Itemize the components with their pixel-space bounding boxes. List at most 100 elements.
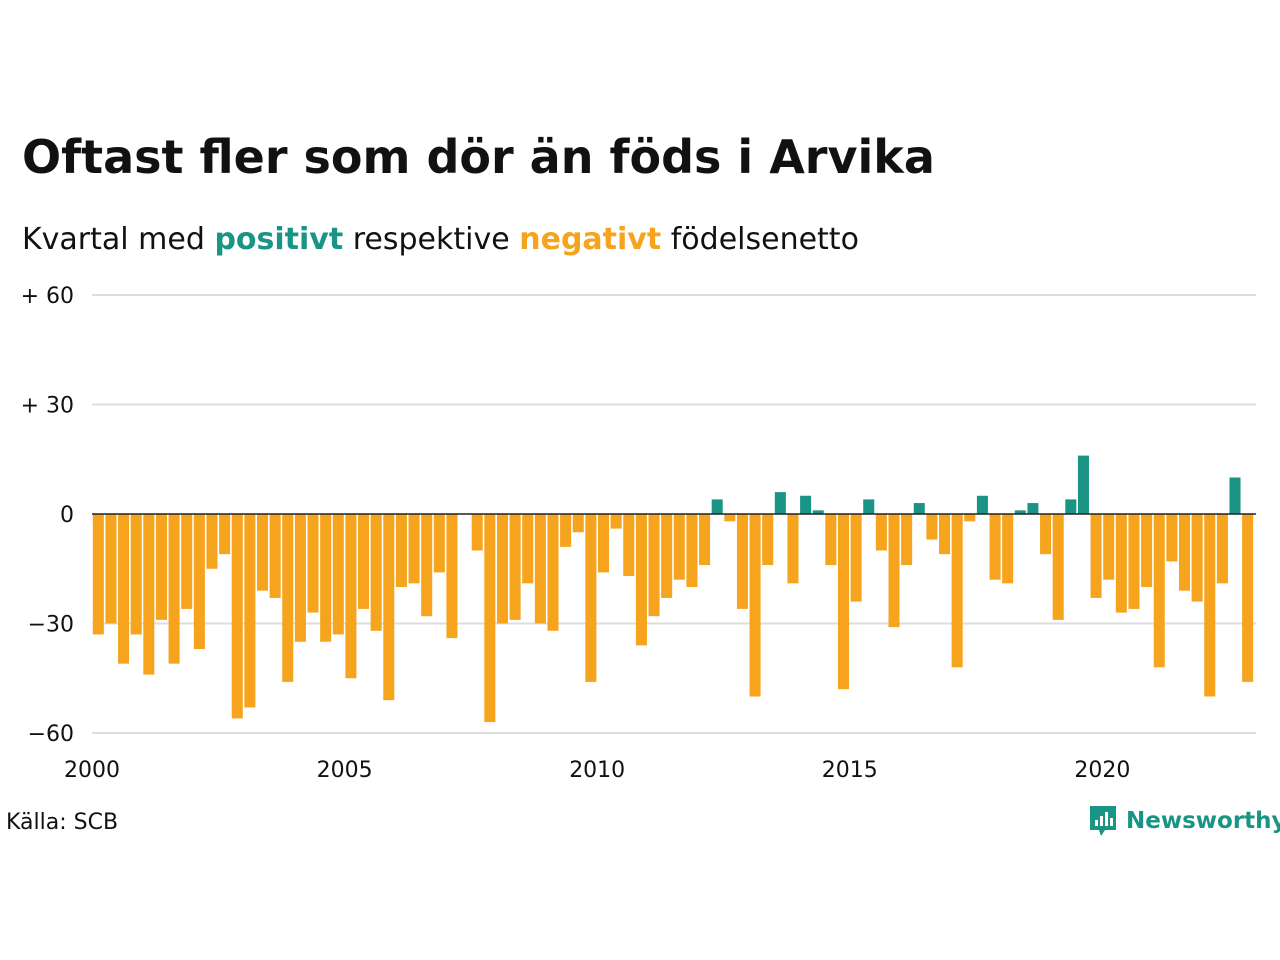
y-tick-label: + 30: [21, 394, 74, 419]
bar: [1128, 514, 1140, 609]
bar: [598, 514, 610, 573]
bar: [1065, 499, 1077, 514]
bar: [913, 503, 925, 514]
bar: [155, 514, 167, 620]
bar: [635, 514, 647, 646]
bar: [269, 514, 281, 598]
bar: [623, 514, 635, 577]
bar: [168, 514, 180, 664]
bar: [875, 514, 887, 551]
bar-layer: [92, 455, 1254, 723]
bar: [395, 514, 407, 587]
bar: [610, 514, 622, 529]
bar: [496, 514, 508, 624]
bar: [1014, 510, 1026, 514]
bar: [939, 514, 951, 555]
source-note: Källa: SCB: [6, 810, 119, 835]
bar: [1216, 514, 1228, 584]
x-tick-label: 2015: [822, 758, 878, 783]
y-tick-label: 0: [60, 503, 74, 528]
bar: [901, 514, 913, 566]
bar: [1052, 514, 1064, 620]
x-tick-label: 2020: [1074, 758, 1130, 783]
bar: [408, 514, 420, 584]
y-tick-label: + 60: [21, 284, 74, 309]
bar: [484, 514, 496, 723]
bar: [143, 514, 155, 675]
bar: [736, 514, 748, 609]
bar: [762, 514, 774, 566]
subtitle-suffix: födelsenetto: [670, 222, 859, 257]
bar: [749, 514, 761, 697]
bar: [118, 514, 130, 664]
bar: [509, 514, 521, 620]
bar: [1103, 514, 1115, 580]
bar: [307, 514, 319, 613]
bar: [320, 514, 332, 642]
bar: [585, 514, 597, 682]
bar: [926, 514, 938, 540]
bar: [358, 514, 370, 609]
bar: [1027, 503, 1039, 514]
bar: [534, 514, 546, 624]
y-tick-label: −30: [28, 613, 74, 638]
chart-subtitle: Kvartal med positivt respektive negativt…: [22, 222, 859, 257]
bar: [219, 514, 231, 555]
bar: [800, 495, 812, 514]
x-tick-label: 2010: [569, 758, 625, 783]
bar: [964, 514, 976, 522]
bar: [863, 499, 875, 514]
bar: [370, 514, 382, 631]
bar: [294, 514, 306, 642]
bar: [1242, 514, 1254, 682]
bar: [673, 514, 685, 580]
bar: [686, 514, 698, 587]
bar: [888, 514, 900, 628]
bar: [1204, 514, 1216, 697]
bar: [661, 514, 673, 598]
axis-layer: + 60 + 30 0 −30 −60 2000 2005 2010 2015 2020: [21, 284, 1256, 783]
chart-title: Oftast fler som dör än föds i Arvika: [22, 130, 935, 184]
bar: [724, 514, 736, 522]
bar: [1178, 514, 1191, 591]
bar: [1141, 514, 1153, 587]
bar: [1191, 514, 1203, 602]
bar: [1166, 514, 1178, 562]
subtitle-middle: respektive: [352, 222, 510, 257]
bar: [1229, 477, 1241, 514]
bar: [711, 499, 723, 514]
bar: [648, 514, 660, 617]
bar: [1040, 514, 1052, 555]
bar: [256, 514, 269, 591]
bar: [572, 514, 584, 533]
brand-name: Newsworthy: [1126, 808, 1280, 834]
bar: [850, 514, 862, 602]
bar: [1077, 455, 1089, 514]
bar: [206, 514, 218, 569]
bar: [421, 514, 433, 617]
newsworthy-logo-icon: [1090, 806, 1116, 836]
bar: [130, 514, 142, 635]
bar: [92, 514, 104, 635]
bar: [105, 514, 117, 624]
bar: [244, 514, 256, 708]
brand-logo: Newsworthy: [1088, 804, 1280, 838]
bar: [825, 514, 837, 566]
bar: [812, 510, 824, 514]
bar: [231, 514, 243, 719]
bar: [282, 514, 294, 682]
bar: [446, 514, 458, 639]
bar: [560, 514, 572, 547]
x-tick-label: 2005: [317, 758, 373, 783]
bar: [787, 514, 799, 584]
bar: [1115, 514, 1127, 613]
subtitle-prefix: Kvartal med: [22, 222, 205, 257]
bar: [1002, 514, 1014, 584]
bar: [433, 514, 445, 573]
bar: [345, 514, 357, 679]
bar: [951, 514, 963, 668]
subtitle-positive-word: positivt: [214, 222, 344, 257]
bar: [989, 514, 1001, 580]
x-tick-label: 2000: [64, 758, 120, 783]
